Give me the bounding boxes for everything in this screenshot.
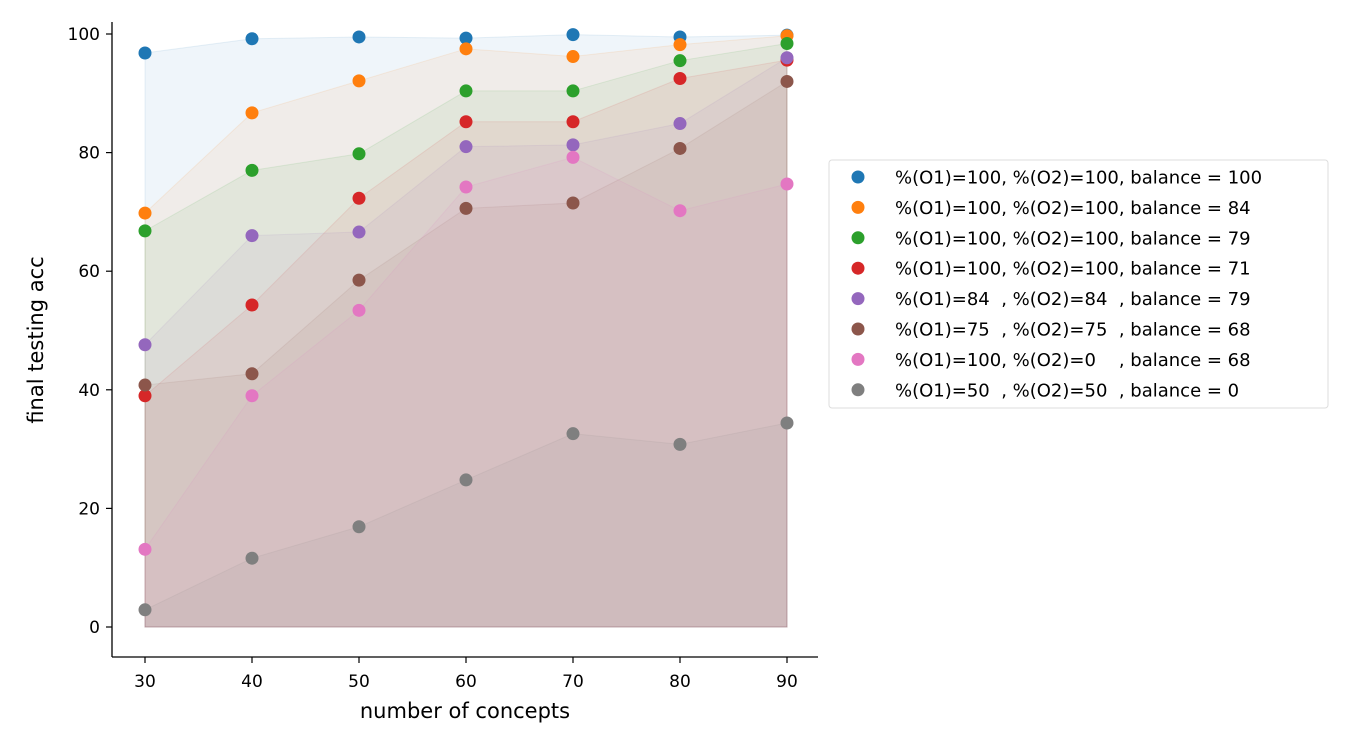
data-point-series-3 (245, 163, 259, 177)
data-point-series-7 (673, 204, 687, 218)
y-tick-label: 20 (78, 499, 100, 519)
legend-label: %(O1)=75 , %(O2)=75 , balance = 68 (895, 320, 1251, 341)
data-point-series-2 (352, 74, 366, 88)
legend-label: %(O1)=84 , %(O2)=84 , balance = 79 (895, 289, 1251, 310)
legend-marker (851, 231, 865, 245)
data-point-series-4 (138, 389, 152, 403)
data-point-series-8 (780, 416, 794, 430)
legend-box (828, 159, 1329, 409)
y-tick-label: 80 (78, 144, 100, 164)
data-point-series-8 (566, 427, 580, 441)
data-point-series-4 (673, 71, 687, 85)
fill-area-series-5 (144, 56, 788, 628)
data-point-series-2 (245, 106, 259, 120)
x-ticks: 30 40 50 60 70 80 90 (134, 657, 798, 692)
data-point-series-2 (566, 50, 580, 64)
data-point-series-3 (566, 84, 580, 98)
legend-marker (851, 292, 865, 306)
data-point-series-5 (245, 229, 259, 243)
data-point-series-8 (138, 603, 152, 617)
data-point-series-2 (138, 206, 152, 220)
y-tick-label: 100 (68, 25, 100, 45)
data-point-series-6 (352, 273, 366, 287)
data-point-series-3 (352, 147, 366, 161)
y-tick-label: 60 (78, 262, 100, 282)
x-tick-label: 80 (669, 672, 691, 692)
x-tick-label: 30 (134, 672, 156, 692)
data-point-series-6 (673, 141, 687, 155)
y-tick-label: 40 (78, 381, 100, 401)
fill-area-series-8 (144, 422, 788, 628)
legend-label: %(O1)=100, %(O2)=100, balance = 84 (895, 198, 1251, 219)
x-axis-label: number of concepts (360, 699, 570, 723)
data-point-series-3 (780, 36, 794, 50)
y-tick-label: 0 (89, 618, 100, 638)
data-point-series-4 (352, 191, 366, 205)
data-point-series-4 (566, 115, 580, 129)
data-point-series-5 (459, 140, 473, 154)
legend-label: %(O1)=50 , %(O2)=50 , balance = 0 (895, 380, 1239, 401)
x-tick-label: 70 (562, 672, 584, 692)
x-tick-label: 50 (348, 672, 370, 692)
data-point-series-8 (245, 551, 259, 565)
data-point-series-7 (459, 180, 473, 194)
legend-marker (851, 261, 865, 275)
data-point-series-8 (459, 473, 473, 487)
data-point-series-7 (352, 303, 366, 317)
x-tick-label: 90 (776, 672, 798, 692)
data-point-series-6 (459, 201, 473, 215)
data-point-series-8 (352, 520, 366, 534)
legend-label: %(O1)=100, %(O2)=100, balance = 100 (895, 168, 1262, 189)
x-tick-label: 60 (455, 672, 477, 692)
fill-area-series-2 (144, 35, 788, 628)
legend-marker (851, 383, 865, 397)
legend-label: %(O1)=100, %(O2)=0 , balance = 68 (895, 350, 1251, 371)
data-points (138, 28, 794, 617)
data-point-series-7 (245, 389, 259, 403)
data-point-series-1 (245, 32, 259, 46)
legend-marker (851, 170, 865, 184)
fill-area-series-6 (144, 80, 788, 628)
data-point-series-5 (673, 117, 687, 131)
legend-marker (851, 352, 865, 366)
data-point-series-5 (138, 338, 152, 352)
data-point-series-6 (138, 378, 152, 392)
data-point-series-3 (459, 84, 473, 98)
legend-label: %(O1)=100, %(O2)=100, balance = 71 (895, 259, 1251, 280)
data-point-series-7 (566, 150, 580, 164)
data-point-series-1 (566, 28, 580, 42)
fill-area-series-3 (144, 42, 788, 628)
data-point-series-1 (352, 30, 366, 44)
data-point-series-4 (245, 298, 259, 312)
legend-marker (851, 200, 865, 214)
fill-areas (144, 34, 788, 628)
fill-area-series-7 (144, 156, 788, 628)
data-point-series-5 (352, 225, 366, 239)
x-tick-label: 40 (241, 672, 263, 692)
data-point-series-6 (245, 367, 259, 381)
data-point-series-3 (138, 224, 152, 238)
data-point-series-5 (780, 51, 794, 65)
data-point-series-8 (673, 437, 687, 451)
data-point-series-1 (138, 46, 152, 60)
fill-area-series-1 (144, 34, 788, 628)
data-point-series-6 (780, 74, 794, 88)
legend: %(O1)=100, %(O2)=100, balance = 100 %(O1)… (828, 159, 1329, 409)
data-point-series-7 (138, 542, 152, 556)
data-point-series-2 (673, 38, 687, 52)
data-point-series-4 (459, 115, 473, 129)
data-point-series-5 (566, 138, 580, 152)
fill-area-series-4 (144, 59, 788, 628)
data-point-series-1 (459, 31, 473, 45)
data-point-series-3 (673, 54, 687, 68)
axes (111, 22, 818, 658)
y-axis-label: final testing acc (24, 256, 48, 423)
data-point-series-6 (566, 196, 580, 210)
legend-label: %(O1)=100, %(O2)=100, balance = 79 (895, 228, 1251, 249)
data-point-series-2 (459, 42, 473, 56)
y-ticks: 0 20 40 60 80 100 (68, 25, 112, 638)
data-point-series-7 (780, 177, 794, 191)
legend-marker (851, 322, 865, 336)
